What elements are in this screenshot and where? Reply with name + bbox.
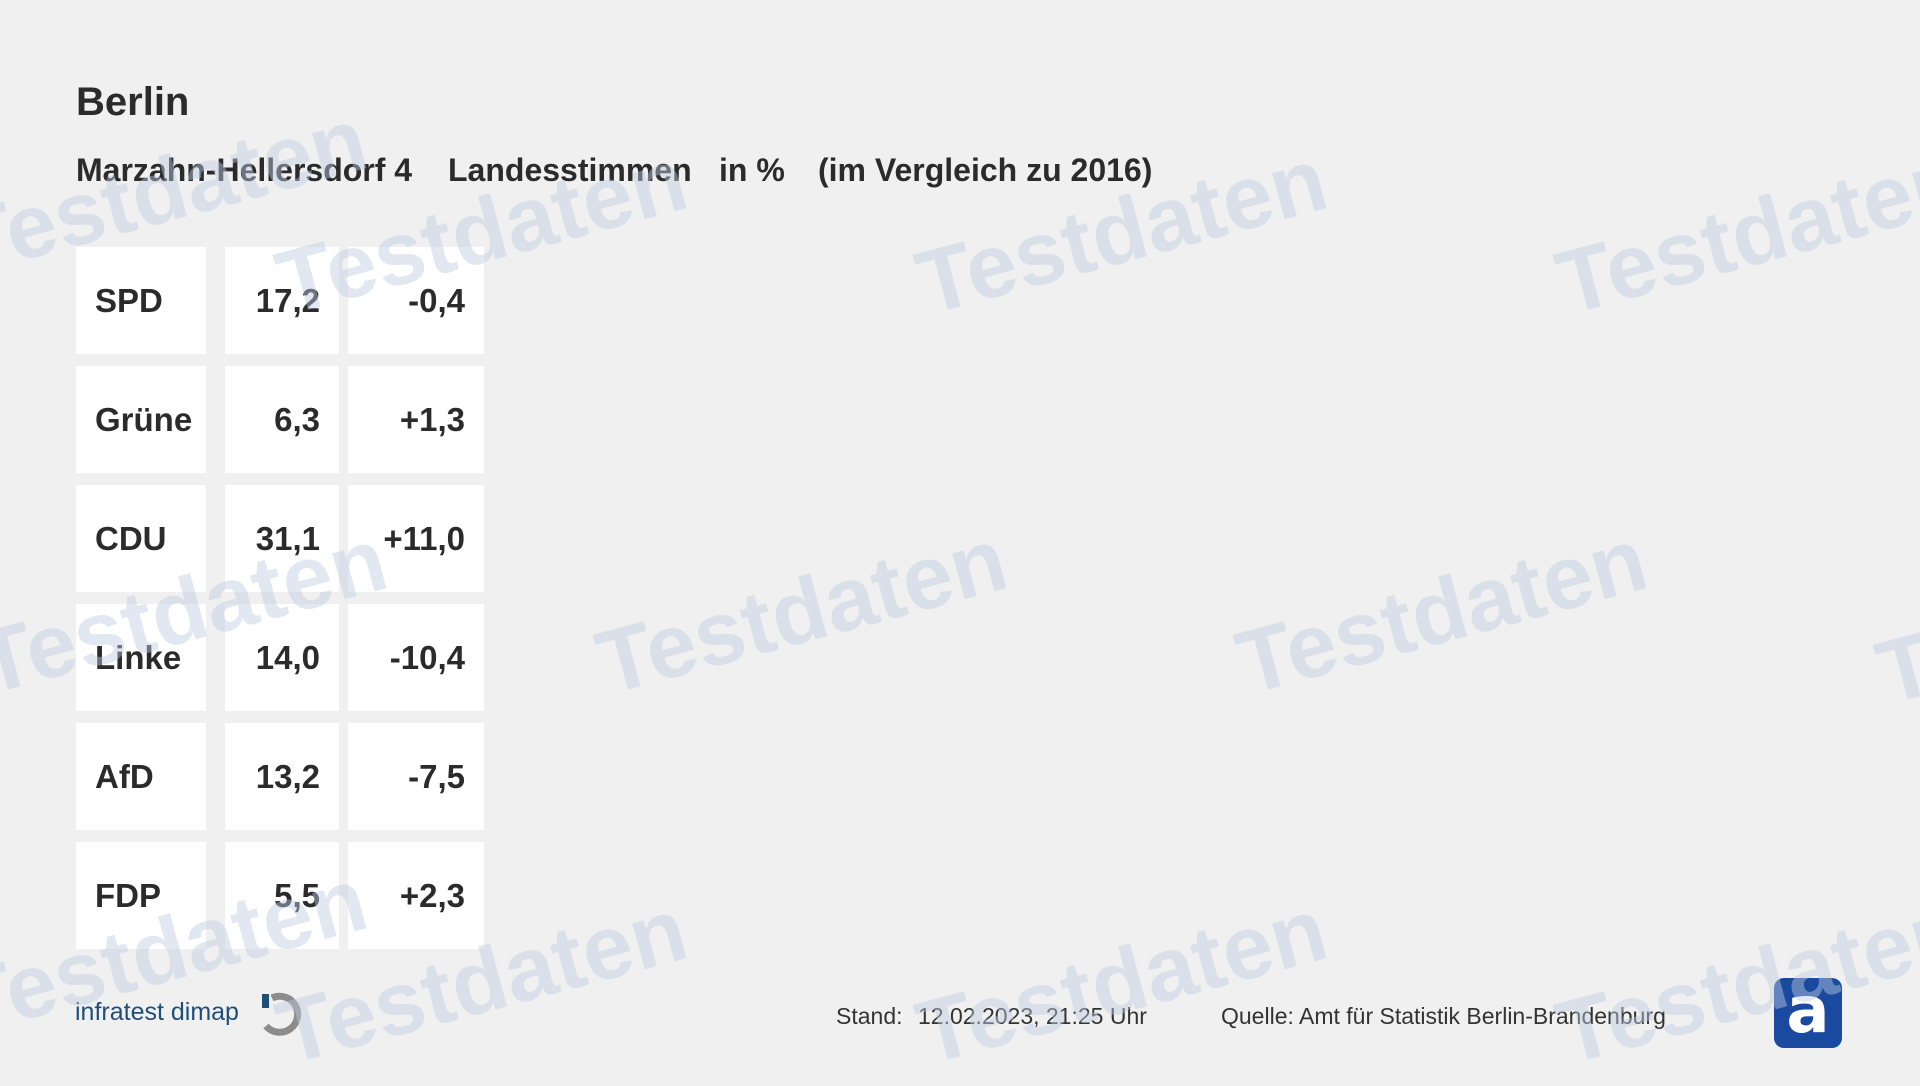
party-cell: Linke (76, 604, 206, 711)
watermark: Testdaten (586, 509, 1017, 715)
subtitle-vote: Landesstimmen (448, 152, 692, 188)
party-cell: AfD (76, 723, 206, 830)
watermark: Testdaten (1226, 509, 1657, 715)
share-cell: 14,0 (225, 604, 339, 711)
app-icon: a (1774, 976, 1842, 1048)
title: Berlin (76, 80, 190, 124)
change-cell: -0,4 (348, 247, 484, 354)
change-cell: -10,4 (348, 604, 484, 711)
share-cell: 17,2 (225, 247, 339, 354)
change-cell: +11,0 (348, 485, 484, 592)
source: Quelle: Amt für Statistik Berlin-Branden… (1221, 1003, 1666, 1029)
share-cell: 13,2 (225, 723, 339, 830)
share-cell: 5,5 (225, 842, 339, 949)
stand: 12.02.2023, 21:25 Uhr (918, 1003, 1147, 1029)
subtitle-comparison: (im Vergleich zu 2016) (818, 152, 1153, 188)
party-cell: FDP (76, 842, 206, 949)
party-cell: SPD (76, 247, 206, 354)
watermark: Testdaten (1546, 879, 1920, 1085)
brand: infratest dimap (75, 998, 239, 1026)
stand-label: Stand: (836, 1003, 903, 1029)
change-cell: +2,3 (348, 842, 484, 949)
party-cell: CDU (76, 485, 206, 592)
party-cell: Grüne (76, 366, 206, 473)
subtitle-district: Marzahn-Hellersdorf 4 (76, 152, 413, 188)
watermark: Testdaten (906, 879, 1337, 1085)
svg-text:a: a (1786, 976, 1829, 1048)
change-cell: +1,3 (348, 366, 484, 473)
watermark: Testdaten (1866, 519, 1920, 725)
share-cell: 31,1 (225, 485, 339, 592)
subtitle-unit: in % (719, 152, 785, 188)
watermark: Testdaten (1546, 129, 1920, 335)
brand-logo (262, 992, 302, 1036)
change-cell: -7,5 (348, 723, 484, 830)
share-cell: 6,3 (225, 366, 339, 473)
